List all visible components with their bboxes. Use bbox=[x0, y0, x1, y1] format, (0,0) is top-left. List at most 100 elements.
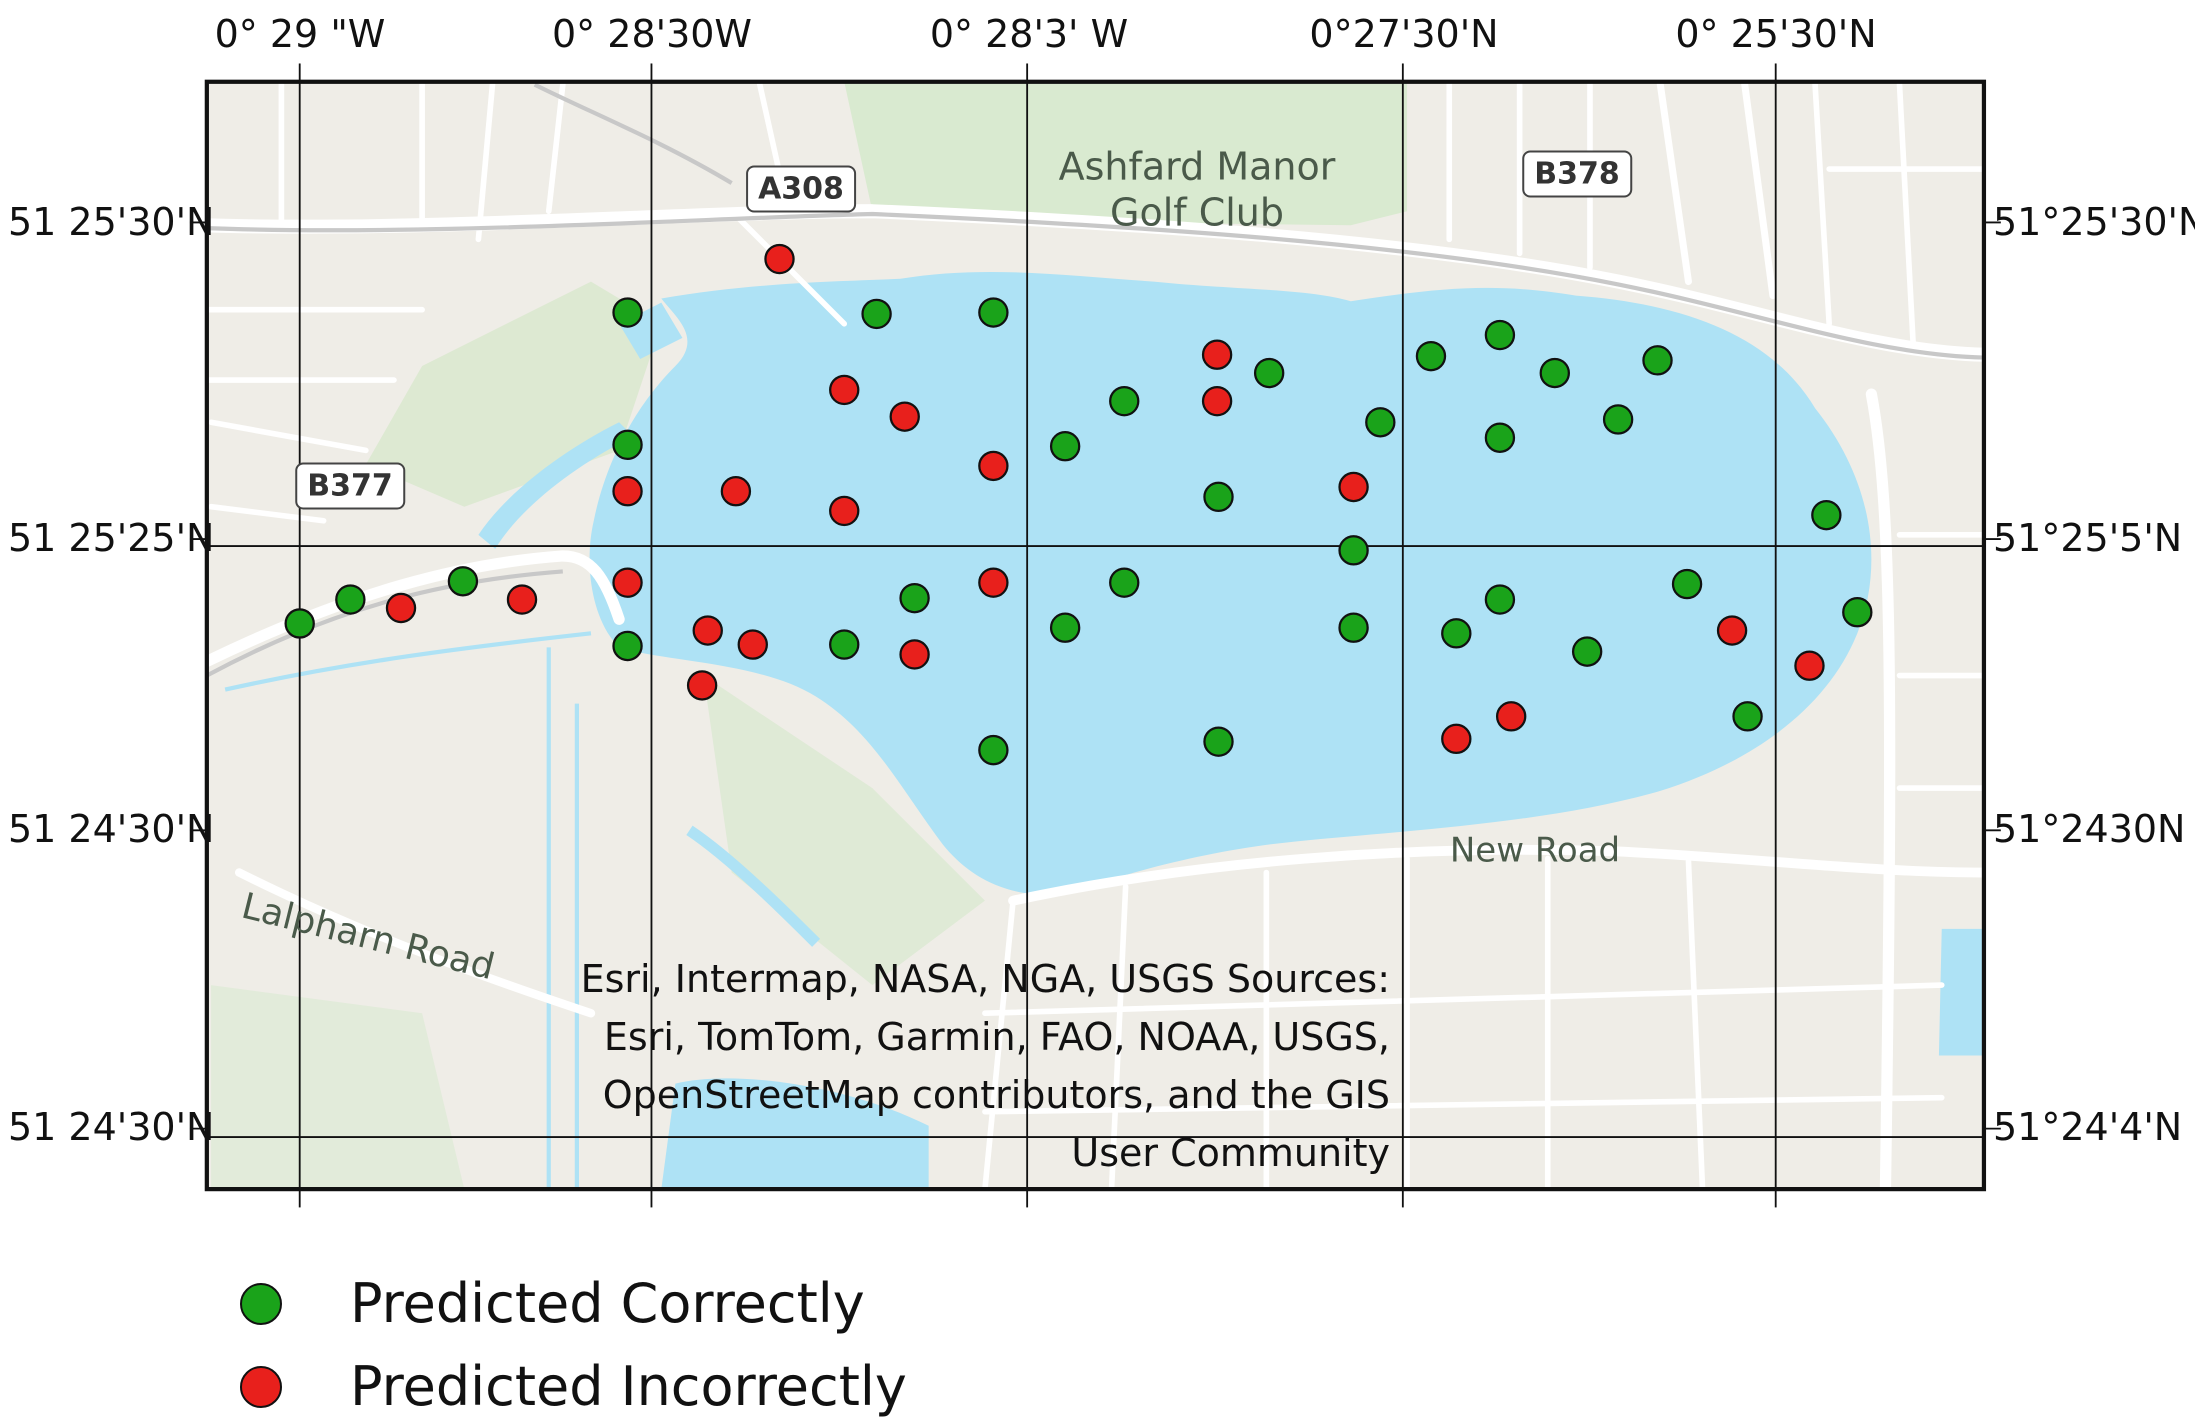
legend-item-correct: Predicted Correctly bbox=[240, 1272, 865, 1335]
point-predicted-incorrectly bbox=[1201, 339, 1233, 370]
point-predicted-incorrectly bbox=[829, 495, 860, 527]
road-shield-b377: B377 bbox=[295, 462, 405, 510]
park-area-sw bbox=[211, 985, 465, 1190]
point-predicted-incorrectly bbox=[612, 476, 643, 507]
point-predicted-incorrectly bbox=[978, 567, 1009, 598]
point-predicted-correctly bbox=[1484, 422, 1516, 453]
tick-marks bbox=[189, 63, 2001, 1208]
point-predicted-correctly bbox=[335, 584, 366, 615]
point-predicted-correctly bbox=[1049, 430, 1081, 462]
point-predicted-incorrectly bbox=[829, 374, 860, 406]
point-predicted-correctly bbox=[1109, 567, 1140, 598]
golf-club-label-line1: Ashfard Manor bbox=[1058, 144, 1336, 189]
point-predicted-incorrectly bbox=[889, 401, 920, 432]
point-predicted-incorrectly bbox=[764, 243, 795, 275]
legend-label-incorrect: Predicted Incorrectly bbox=[350, 1355, 907, 1418]
legend-item-incorrect: Predicted Incorrectly bbox=[240, 1355, 907, 1418]
point-predicted-incorrectly bbox=[1495, 701, 1527, 732]
top-tick-label: 0° 28'30W bbox=[552, 12, 752, 56]
top-tick-label: 0°27'30'N bbox=[1309, 12, 1499, 56]
point-predicted-correctly bbox=[612, 297, 643, 328]
point-predicted-correctly bbox=[1539, 357, 1570, 389]
legend-swatch-incorrect bbox=[240, 1365, 282, 1408]
pond-east bbox=[1938, 928, 1984, 1056]
road-shield-a308: A308 bbox=[746, 165, 856, 213]
point-predicted-incorrectly bbox=[1716, 615, 1748, 646]
point-predicted-incorrectly bbox=[1441, 723, 1472, 755]
point-predicted-correctly bbox=[1642, 345, 1673, 376]
legend-swatch-correct bbox=[240, 1282, 282, 1325]
point-predicted-correctly bbox=[1602, 404, 1634, 435]
right-tick-label: 51°25'30'N bbox=[1993, 200, 2195, 244]
point-predicted-incorrectly bbox=[686, 670, 718, 701]
point-predicted-correctly bbox=[1811, 499, 1842, 531]
point-predicted-correctly bbox=[1415, 340, 1447, 372]
point-predicted-correctly bbox=[284, 608, 315, 639]
point-predicted-correctly bbox=[899, 582, 930, 614]
map-border bbox=[204, 79, 1987, 1192]
left-tick-label: 51 25'25'N bbox=[8, 516, 215, 560]
point-predicted-correctly bbox=[1365, 407, 1396, 438]
point-predicted-incorrectly bbox=[899, 639, 930, 670]
point-predicted-incorrectly bbox=[506, 584, 538, 615]
golf-club-label-line2: Golf Club bbox=[1109, 190, 1285, 234]
golf-club-label: Ashfard Manor Golf Club bbox=[1059, 144, 1336, 235]
point-predicted-incorrectly bbox=[692, 615, 723, 646]
point-predicted-incorrectly bbox=[612, 567, 643, 598]
point-predicted-correctly bbox=[1203, 481, 1234, 513]
point-predicted-correctly bbox=[1203, 726, 1234, 757]
point-predicted-incorrectly bbox=[385, 592, 417, 624]
legend-label-correct: Predicted Correctly bbox=[350, 1272, 865, 1335]
point-predicted-incorrectly bbox=[720, 476, 752, 507]
attribution-line: Esri, Intermap, NASA, NGA, USGS Sources: bbox=[580, 957, 1390, 1001]
top-tick-label: 0° 29 "W bbox=[214, 12, 386, 56]
top-tick-label: 0° 25'30'N bbox=[1675, 12, 1877, 56]
point-predicted-correctly bbox=[1441, 618, 1472, 649]
golf-course-area bbox=[844, 81, 1408, 226]
point-predicted-incorrectly bbox=[978, 450, 1009, 482]
point-predicted-correctly bbox=[829, 629, 860, 660]
road-network bbox=[206, 81, 1984, 1190]
map-attribution: Esri, Intermap, NASA, NGA, USGS Sources:… bbox=[490, 950, 1390, 1182]
park-area-south bbox=[703, 675, 985, 986]
points-layer bbox=[284, 243, 1873, 766]
right-tick-label: 51°25'5'N bbox=[1993, 516, 2183, 560]
point-predicted-correctly bbox=[861, 298, 892, 330]
stream-south bbox=[686, 825, 821, 947]
point-predicted-correctly bbox=[612, 630, 643, 662]
point-predicted-incorrectly bbox=[1794, 650, 1825, 681]
point-predicted-correctly bbox=[1338, 612, 1369, 643]
attribution-line: OpenStreetMap contributors, and the GIS bbox=[602, 1073, 1390, 1117]
point-predicted-correctly bbox=[1484, 584, 1516, 615]
attribution-line: User Community bbox=[1071, 1131, 1390, 1175]
point-predicted-correctly bbox=[447, 566, 479, 597]
point-predicted-correctly bbox=[978, 297, 1009, 328]
right-tick-label: 51°24'4'N bbox=[1993, 1105, 2183, 1149]
point-predicted-correctly bbox=[1671, 568, 1703, 600]
point-predicted-correctly bbox=[1049, 612, 1081, 643]
point-predicted-correctly bbox=[1109, 385, 1140, 417]
point-predicted-correctly bbox=[1338, 535, 1369, 566]
point-predicted-incorrectly bbox=[1338, 471, 1369, 503]
point-predicted-correctly bbox=[1484, 319, 1516, 351]
new-road-label: New Road bbox=[1449, 830, 1621, 871]
road-shield-b378: B378 bbox=[1522, 150, 1632, 198]
point-predicted-incorrectly bbox=[737, 629, 768, 660]
channel-west bbox=[478, 422, 634, 549]
point-predicted-correctly bbox=[1842, 597, 1873, 628]
point-predicted-incorrectly bbox=[1201, 385, 1233, 417]
left-tick-label: 51 25'30'N bbox=[8, 200, 215, 244]
top-tick-label: 0° 28'3' W bbox=[929, 12, 1129, 56]
left-tick-label: 51 24'30'N bbox=[8, 807, 215, 851]
point-predicted-correctly bbox=[612, 429, 643, 460]
right-tick-label: 51°2430N bbox=[1993, 807, 2186, 851]
left-tick-label: 51 24'30'N bbox=[8, 1105, 215, 1149]
point-predicted-correctly bbox=[1732, 701, 1763, 732]
attribution-line: Esri, TomTom, Garmin, FAO, NOAA, USGS, bbox=[603, 1015, 1390, 1059]
stream-west bbox=[224, 631, 592, 1190]
pond-south bbox=[661, 1078, 929, 1190]
point-predicted-correctly bbox=[1571, 636, 1603, 667]
point-predicted-correctly bbox=[1253, 357, 1285, 389]
point-predicted-correctly bbox=[978, 734, 1009, 766]
